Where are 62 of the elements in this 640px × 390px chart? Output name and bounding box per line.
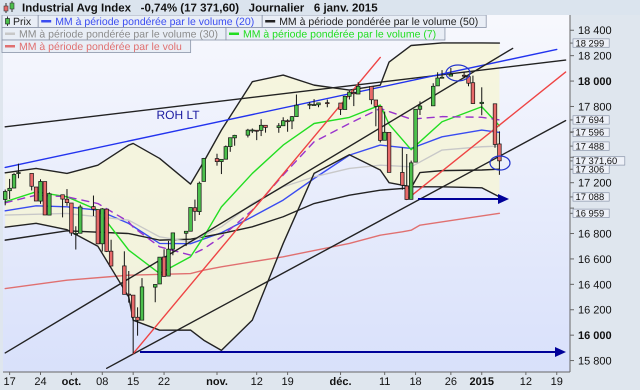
candlestick	[312, 98, 316, 106]
x-tick-label: 15	[127, 376, 140, 388]
y-tick-label: 18 000	[578, 76, 612, 88]
y-tick-label: 15 800	[578, 356, 612, 368]
legend-label: MM à période pondérée par le volume (7)	[243, 28, 436, 40]
candlestick	[12, 172, 16, 189]
y-tick-label: 17 088	[576, 191, 604, 202]
x-tick-label: 18	[409, 376, 422, 388]
y-tick-label: 17 306	[576, 164, 604, 175]
y-tick-label: 17 371,60	[576, 155, 618, 166]
legend-label: MM à période pondérée par le volume (30)	[19, 28, 218, 40]
candlestick	[294, 94, 299, 118]
x-tick-label: 17	[3, 376, 16, 388]
legend-label: MM à période pondérée par le volume (20)	[55, 16, 254, 28]
x-tick-label: 24	[34, 376, 47, 388]
x-tick-label: 26	[444, 376, 457, 388]
x-tick-label: 2015	[470, 376, 494, 388]
x-tick-label: déc.	[330, 376, 352, 388]
x-tick-label: 22	[158, 376, 170, 388]
y-tick-label: 16 200	[578, 304, 612, 317]
y-tick-label: 18 200	[578, 50, 612, 63]
y-tick-label: 17 488	[576, 140, 604, 152]
chart-title: Industrial Avg Index -0,74% (17 371,60) Journalier 6 janv. 2015	[22, 2, 378, 14]
legend-label: MM à période pondérée par le volume (50)	[279, 16, 478, 28]
candlestick	[214, 153, 220, 166]
legend-label: Prix	[13, 16, 32, 28]
y-tick-label: 16 959	[576, 208, 604, 219]
candlestick	[30, 172, 34, 191]
x-tick-label: 19	[550, 376, 563, 388]
legend-label: MM à période pondérée par le volu	[19, 40, 182, 53]
y-tick-label: 16 400	[578, 279, 612, 292]
y-tick-label: 17 596	[576, 126, 604, 138]
y-tick-label: 16 800	[578, 228, 612, 241]
line-series	[4, 129, 500, 244]
candlestick	[431, 82, 436, 106]
y-tick-label: 17 800	[578, 101, 612, 114]
x-tick-label: 12	[520, 376, 532, 388]
y-tick-label: 17 200	[578, 178, 612, 190]
y-tick-label: 16 000	[578, 330, 612, 342]
y-tick-label: 17 694	[576, 114, 604, 126]
candlestick	[258, 118, 264, 137]
x-tick-label: nov.	[206, 376, 228, 388]
candlestick	[369, 86, 374, 105]
y-tick-label: 18 400	[578, 25, 612, 38]
annotation: ROH LT	[156, 108, 200, 122]
x-tick-label: 08	[96, 376, 108, 388]
candlestick	[285, 118, 290, 132]
line-series	[4, 145, 500, 242]
x-tick-label: 19	[281, 376, 294, 388]
y-tick-label: 18 299	[576, 37, 604, 48]
candlestick	[60, 194, 65, 218]
candlestick	[480, 86, 484, 116]
candlestick	[435, 72, 440, 86]
candlestick	[7, 178, 12, 200]
candlestick	[16, 163, 21, 179]
candlestick	[342, 95, 348, 110]
x-tick-label: 11	[378, 376, 390, 388]
candlestick	[470, 75, 476, 104]
x-tick-label: 12	[250, 376, 263, 388]
x-tick-label: oct.	[62, 376, 82, 388]
y-tick-label: 16 600	[578, 254, 612, 266]
candlestick	[188, 207, 193, 232]
